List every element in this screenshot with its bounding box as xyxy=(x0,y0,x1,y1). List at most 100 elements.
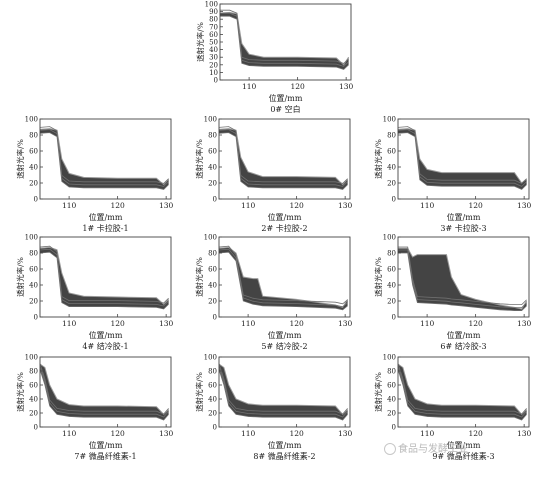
y-axis-label: 透射光率/% xyxy=(15,257,25,297)
x-tick-label: 110 xyxy=(420,319,435,328)
transmission-trace xyxy=(397,126,527,184)
watermark: 食品与发酵工业 xyxy=(384,440,468,455)
transmission-upper-curve xyxy=(218,363,348,416)
transmission-band xyxy=(398,248,527,311)
transmission-trace xyxy=(398,246,527,306)
transmission-band xyxy=(219,128,348,190)
y-tick-label: 80 xyxy=(29,368,38,376)
y-axis-label: 透射光率/% xyxy=(194,372,204,412)
y-tick-label: 80 xyxy=(29,132,38,140)
transmission-trace xyxy=(39,129,169,187)
chart-panel-9: 0 20 40 60 80 100 110 120 130 位置/mm 透射光率/% 9# 微晶纤维素… xyxy=(373,354,532,462)
x-tick-label: 120 xyxy=(289,319,304,328)
y-axis-label: 透射光率/% xyxy=(194,257,204,297)
y-tick-label: 60 xyxy=(208,382,217,390)
panel-caption: 9# 微晶纤维素-3 xyxy=(432,451,494,461)
x-tick-label: 130 xyxy=(159,429,174,438)
y-tick-label: 20 xyxy=(29,410,38,418)
transmission-trace xyxy=(398,252,527,312)
x-tick-label: 130 xyxy=(338,201,353,210)
plot-frame xyxy=(218,356,351,428)
panel-caption: 8# 微晶纤维素-2 xyxy=(253,451,315,461)
x-tick-label: 130 xyxy=(338,429,353,438)
panel-caption: 4# 结冷胶-1 xyxy=(82,341,128,351)
x-tick-label: 110 xyxy=(241,201,256,210)
y-tick-label: 40 xyxy=(387,282,396,290)
transmission-trace xyxy=(218,369,348,421)
transmission-trace xyxy=(218,132,348,190)
y-tick-label: 100 xyxy=(25,234,38,242)
watermark-text: 食品与发酵工业 xyxy=(398,444,468,455)
transmission-trace xyxy=(218,126,348,184)
y-tick-label: 20 xyxy=(387,410,396,418)
y-tick-label: 20 xyxy=(29,180,38,188)
chart-panel-7: 0 20 40 60 80 100 110 120 130 位置/mm 透射光率/% 7# 微晶纤维素… xyxy=(15,354,174,462)
transmission-trace xyxy=(39,366,169,418)
y-tick-label: 100 xyxy=(25,354,38,362)
transmission-trace xyxy=(397,363,527,415)
panel-caption: 5# 结冷胶-2 xyxy=(261,341,307,351)
wechat-icon xyxy=(384,443,396,455)
x-axis-label: 位置/mm xyxy=(269,93,303,103)
x-tick-label: 110 xyxy=(62,319,77,328)
transmission-upper-curve xyxy=(219,11,350,66)
y-tick-label: 80 xyxy=(387,368,396,376)
y-tick-label: 60 xyxy=(387,382,396,390)
transmission-trace xyxy=(220,12,349,67)
transmission-trace xyxy=(218,251,348,311)
chart-panel-8: 0 20 40 60 80 100 110 120 130 位置/mm 透射光率/% 8# 微晶纤维素… xyxy=(194,354,353,462)
y-tick-label: 10 xyxy=(209,69,218,77)
y-axis-label: 透射光率/% xyxy=(373,257,383,297)
chart-panel-2: 0 20 40 60 80 100 110 120 130 位置/mm 透射光率/% 2# 卡拉胶-2 xyxy=(194,116,353,234)
y-tick-label: 20 xyxy=(387,298,396,306)
y-tick-label: 40 xyxy=(29,282,38,290)
x-tick-label: 130 xyxy=(517,201,532,210)
y-tick-label: 0 xyxy=(34,424,38,432)
transmission-trace xyxy=(39,251,169,310)
transmission-trace xyxy=(218,129,348,187)
y-tick-label: 60 xyxy=(208,266,217,274)
x-tick-label: 130 xyxy=(159,319,174,328)
x-tick-label: 120 xyxy=(468,429,483,438)
transmission-trace xyxy=(397,369,527,421)
x-tick-label: 120 xyxy=(468,201,483,210)
transmission-upper-curve xyxy=(397,363,527,416)
panel-caption: 7# 微晶纤维素-1 xyxy=(74,451,136,461)
x-tick-label: 130 xyxy=(517,319,532,328)
x-tick-label: 130 xyxy=(339,82,354,91)
y-tick-label: 0 xyxy=(34,314,38,322)
y-tick-label: 80 xyxy=(29,250,38,258)
y-tick-label: 80 xyxy=(209,16,218,24)
y-tick-label: 0 xyxy=(34,196,38,204)
panel-caption: 6# 结冷胶-3 xyxy=(440,341,486,351)
plot-frame xyxy=(39,356,172,428)
chart-panel-6: 0 20 40 60 80 100 110 120 130 位置/mm 透射光率/% 6# 结冷胶-3 xyxy=(373,234,532,352)
y-tick-label: 100 xyxy=(204,354,217,362)
y-tick-label: 100 xyxy=(204,234,217,242)
chart-panel-4: 0 20 40 60 80 100 110 120 130 位置/mm 透射光率/% 4# 结冷胶-1 xyxy=(15,234,174,352)
y-axis-label: 透射光率/% xyxy=(15,372,25,412)
y-tick-label: 90 xyxy=(209,8,218,16)
x-tick-label: 130 xyxy=(517,429,532,438)
transmission-trace xyxy=(218,245,348,305)
panel-caption: 0# 空白 xyxy=(270,104,300,114)
transmission-upper-curve xyxy=(39,363,169,416)
transmission-trace xyxy=(39,126,169,184)
y-tick-label: 60 xyxy=(29,382,38,390)
y-tick-label: 40 xyxy=(387,396,396,404)
transmission-trace xyxy=(397,129,527,187)
x-axis-label: 位置/mm xyxy=(447,212,481,222)
x-tick-label: 120 xyxy=(290,82,305,91)
x-tick-label: 120 xyxy=(468,319,483,328)
plot-frame xyxy=(39,118,172,200)
x-axis-label: 位置/mm xyxy=(447,440,481,450)
y-tick-label: 40 xyxy=(387,164,396,172)
y-tick-label: 40 xyxy=(29,396,38,404)
y-tick-label: 80 xyxy=(208,250,217,258)
y-tick-label: 0 xyxy=(214,77,218,85)
x-axis-label: 位置/mm xyxy=(447,330,481,340)
transmission-band xyxy=(40,247,169,309)
y-tick-label: 100 xyxy=(383,116,396,124)
